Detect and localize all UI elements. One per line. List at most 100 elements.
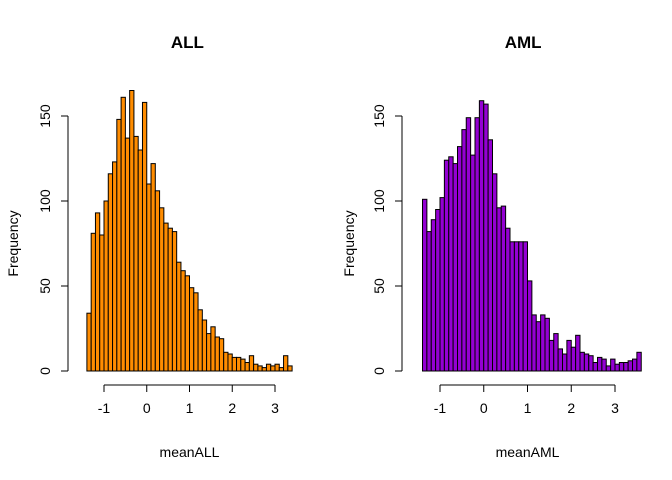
histogram-bar (562, 353, 568, 372)
x-tick-label: 1 (186, 400, 194, 416)
histogram-bar (163, 222, 169, 372)
histogram-bar (206, 333, 212, 372)
histogram-bar (474, 117, 480, 372)
histogram-bar (575, 334, 581, 372)
x-tick-label: -1 (98, 400, 111, 416)
histogram-bar (627, 360, 633, 372)
histogram-bar (544, 317, 550, 372)
y-tick-label: 100 (371, 189, 387, 213)
histogram-bar (180, 270, 186, 372)
histogram-bar (527, 280, 533, 372)
histogram-bar (146, 183, 152, 372)
histogram-bar (579, 351, 585, 372)
histogram-bar (505, 227, 511, 372)
histogram-bar (487, 139, 493, 372)
histogram-bar (492, 173, 498, 372)
histogram-bar (435, 209, 441, 372)
histogram-bar (597, 356, 603, 372)
x-tick-label: -1 (434, 400, 447, 416)
histogram-bar (583, 353, 590, 372)
histogram-bar (457, 146, 463, 372)
histogram-bar (214, 336, 220, 372)
histogram-bar (244, 362, 250, 372)
x-tick-label: 3 (271, 400, 279, 416)
histogram-bar (610, 358, 616, 372)
histogram-bar (193, 292, 199, 372)
histogram-bar (623, 362, 629, 372)
x-axis-label: meanALL (160, 444, 220, 460)
histogram-bar (478, 100, 485, 372)
histogram-bar (636, 351, 642, 372)
histogram-bar (90, 232, 96, 372)
histogram-bar (632, 358, 638, 372)
histogram-bar (270, 365, 276, 372)
histogram-bar (99, 234, 105, 372)
histogram-bar (496, 207, 502, 372)
histogram-bar (274, 363, 280, 372)
histogram-bar (422, 198, 428, 372)
histogram-bar (522, 241, 528, 372)
y-tick-label: 150 (371, 104, 387, 128)
histogram-bar (553, 333, 559, 372)
x-axis-label: meanAML (496, 444, 560, 460)
histogram-bar (283, 355, 289, 372)
histogram-bar (513, 241, 520, 372)
histogram-bar (223, 351, 229, 372)
histogram-bar (500, 205, 507, 372)
histogram-bar (557, 348, 563, 372)
histogram-bar (465, 117, 472, 372)
histogram-bar (614, 363, 620, 372)
y-axis-label: Frequency (5, 210, 21, 276)
histogram-bar (184, 275, 191, 372)
histogram-bar (601, 358, 607, 372)
histogram-bar (159, 207, 165, 372)
histogram-bar (461, 129, 467, 372)
chart-title: ALL (171, 33, 204, 52)
chart-title: AML (505, 33, 542, 52)
histogram-bar (548, 339, 555, 372)
histogram-bar (535, 321, 542, 372)
histogram-bar (261, 367, 267, 372)
histogram-bar (470, 154, 476, 372)
histogram-bar (116, 118, 122, 372)
histogram-bar (197, 309, 203, 372)
y-axis-label: Frequency (341, 210, 357, 276)
histogram-bar (253, 363, 259, 372)
histogram-bar (171, 231, 178, 372)
histogram-bar (210, 326, 216, 372)
histogram-bar (509, 241, 515, 372)
histogram-bar (218, 338, 225, 372)
x-tick-label: 0 (143, 400, 151, 416)
histogram-bar (107, 173, 114, 372)
histogram-bar (448, 156, 454, 372)
histogram-bar (531, 314, 537, 372)
y-tick-label: 50 (371, 278, 387, 294)
histogram-bar (201, 319, 208, 372)
histogram-bar (570, 346, 577, 372)
histogram-bar (248, 355, 255, 372)
y-tick-label: 0 (371, 367, 387, 375)
histogram-bar (443, 159, 450, 372)
histogram-bar (566, 339, 572, 372)
histogram-bar (236, 356, 242, 372)
histogram-bar (129, 90, 135, 372)
histogram-bar (430, 219, 437, 372)
histogram-bar (137, 149, 143, 372)
histogram-bar (265, 363, 272, 372)
y-tick-label: 50 (37, 278, 53, 294)
y-tick-label: 150 (37, 104, 53, 128)
histogram-bar (150, 163, 156, 372)
x-tick-label: 0 (480, 400, 488, 416)
histogram-bar (112, 161, 118, 372)
histogram-bar (426, 231, 432, 372)
x-tick-label: 3 (611, 400, 619, 416)
histogram-bar (257, 365, 263, 372)
histogram-bar (240, 358, 246, 372)
histogram-bar (439, 197, 445, 372)
histogram-bar (124, 137, 131, 372)
histogram-bar (103, 200, 109, 372)
histogram-bar (94, 212, 101, 372)
histogram-bar (278, 367, 285, 372)
histogram-bar (176, 261, 182, 372)
